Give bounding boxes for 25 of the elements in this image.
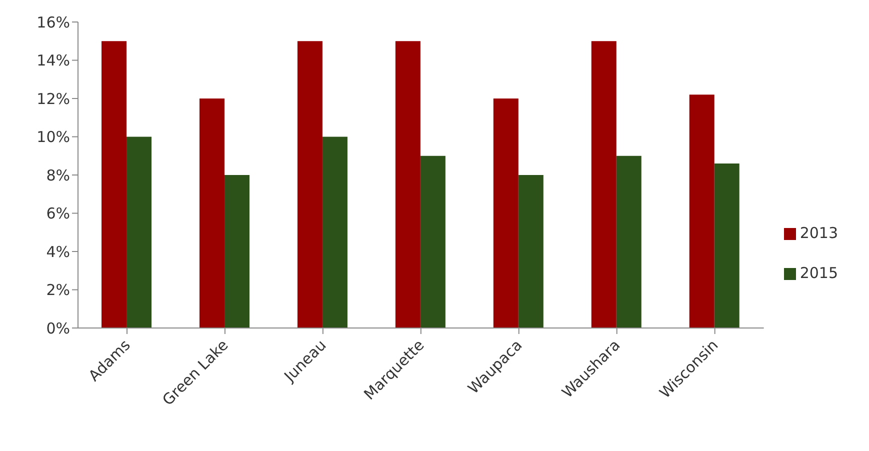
y-tick-label: 10% — [36, 128, 70, 146]
bar — [493, 98, 518, 328]
y-tick-label: 2% — [46, 281, 70, 300]
bar — [616, 156, 642, 328]
bar — [224, 175, 250, 328]
y-tick-label: 0% — [46, 319, 70, 338]
y-tick-label: 12% — [36, 90, 70, 108]
y-tick-label: 16% — [36, 13, 70, 32]
bar — [102, 41, 127, 328]
bar — [395, 41, 420, 328]
bar — [297, 41, 322, 328]
bar — [322, 136, 348, 328]
y-tick-label: 14% — [36, 52, 70, 70]
y-tick-label: 6% — [46, 204, 70, 223]
bar — [199, 98, 224, 328]
legend-label: 2013 — [800, 224, 838, 242]
bar — [689, 94, 714, 328]
bar — [714, 164, 740, 328]
bar — [126, 136, 152, 328]
y-tick-label: 8% — [46, 166, 70, 184]
bar — [591, 41, 616, 328]
legend-label: 2015 — [800, 264, 838, 282]
bar — [518, 175, 544, 328]
y-tick-label: 4% — [46, 242, 70, 261]
bar — [420, 156, 446, 328]
